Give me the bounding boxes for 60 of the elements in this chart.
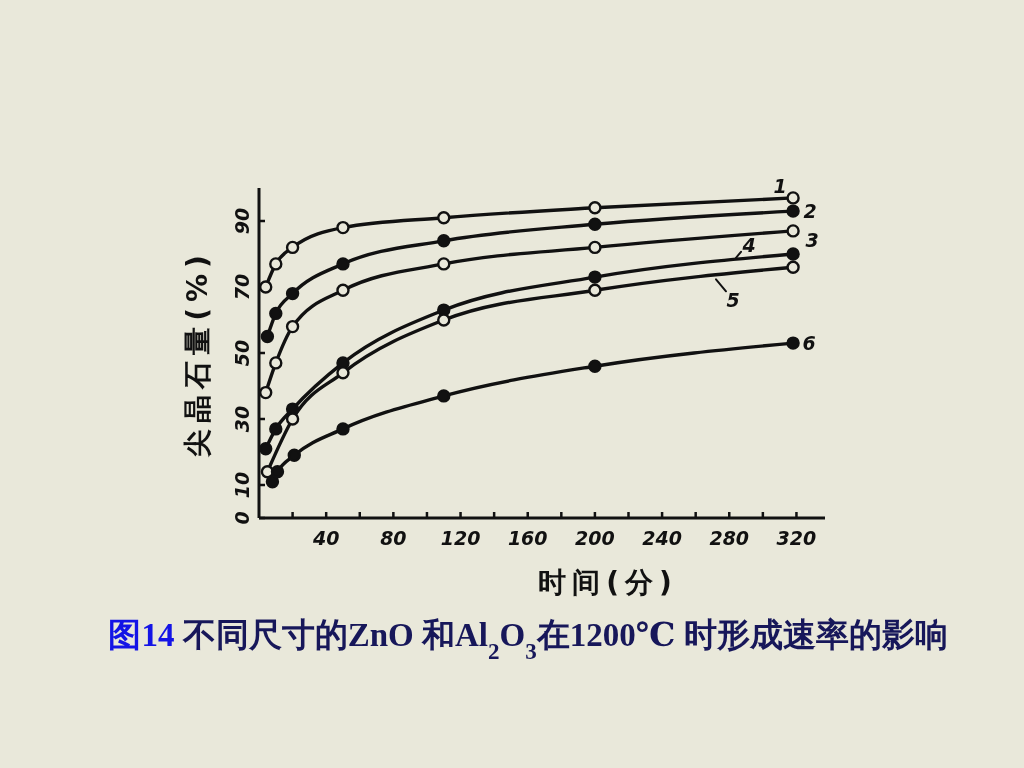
y-tick-label: 0 [230, 511, 253, 525]
point [269, 257, 283, 271]
point [269, 356, 283, 370]
legend-label: 4 [741, 234, 756, 257]
point [259, 385, 273, 400]
series-label: 5 [726, 288, 740, 311]
point [786, 247, 800, 261]
point [265, 475, 280, 489]
text: 图14 不同尺寸的ZnO 和Al$_{2}$O$_{3}$在1200℃ 时形成速率的影响 [108, 616, 948, 664]
series-label: 2 [803, 199, 817, 222]
point [588, 359, 602, 373]
series-label: 6 [802, 331, 816, 354]
point [287, 448, 301, 462]
x-tick-label: 280 [709, 526, 750, 549]
point [336, 220, 350, 235]
x-tick-label: 320 [776, 526, 817, 549]
point [336, 366, 350, 380]
y-tick-label: 90 [230, 207, 253, 235]
y-tick-label: 10 [230, 471, 253, 499]
series-label: 3 [805, 228, 819, 251]
point [336, 422, 350, 436]
point [588, 283, 602, 297]
point [588, 201, 602, 215]
x-axis-title: 时间(分) [538, 565, 678, 599]
point [437, 257, 451, 271]
point [270, 465, 285, 479]
point [259, 280, 273, 294]
x-tick-label: 240 [642, 526, 682, 549]
x-tick-label: 200 [575, 526, 615, 549]
x-tick-label: 80 [380, 526, 407, 549]
series-label: 1 [773, 174, 787, 197]
point [285, 412, 300, 426]
point [437, 211, 451, 225]
point [588, 240, 602, 255]
point [260, 329, 275, 344]
point [336, 257, 350, 271]
y-axis-title: 尖晶石量(%) [180, 249, 214, 458]
point [336, 283, 350, 297]
y-tick-label: 30 [230, 405, 253, 433]
point [285, 319, 300, 334]
point [786, 336, 800, 350]
point [786, 191, 800, 205]
y-tick-label: 70 [230, 273, 253, 301]
point [786, 204, 800, 218]
x-tick-label: 120 [440, 526, 481, 549]
y-tick-label: 50 [230, 339, 253, 367]
x-tick-label: 40 [311, 526, 340, 549]
point [259, 442, 273, 456]
point [786, 260, 800, 274]
point [437, 313, 451, 327]
point [588, 217, 602, 231]
point [437, 389, 451, 403]
point [437, 234, 451, 248]
point [269, 422, 283, 436]
point [786, 224, 800, 238]
point [588, 270, 602, 284]
point [269, 306, 283, 321]
x-tick-label: 160 [507, 526, 548, 549]
point [285, 286, 300, 301]
point [285, 240, 300, 255]
